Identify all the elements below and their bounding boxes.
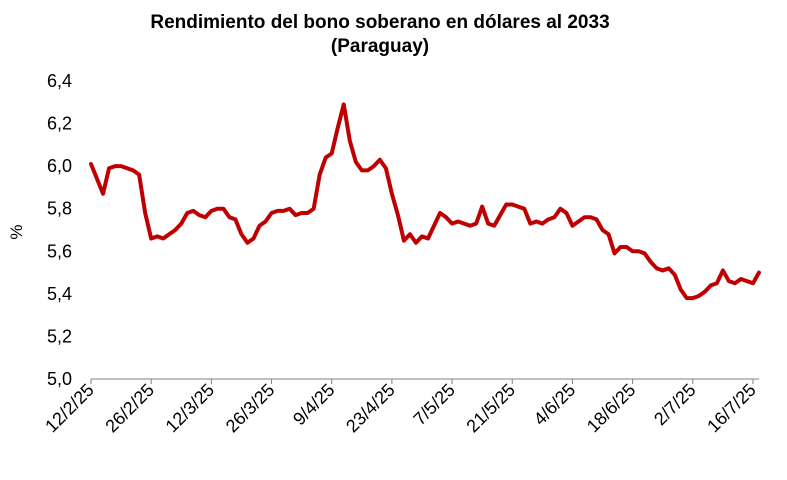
x-tick-label: 21/5/25 [462,380,519,437]
y-tick-label: 5,6 [47,241,72,261]
y-tick-label: 6,4 [47,71,72,91]
y-tick-label: 6,0 [47,156,72,176]
x-tick-label: 23/4/25 [342,380,399,437]
y-tick-label: 5,8 [47,199,72,219]
x-tick-label: 26/3/25 [222,380,279,437]
x-tick-label: 7/5/25 [409,380,459,430]
x-tick-label: 9/4/25 [289,380,339,430]
x-tick-label: 26/2/25 [101,380,158,437]
y-axis-label: % [7,224,26,239]
y-tick-label: 6,2 [47,114,72,134]
series-line-yield [89,102,761,301]
x-tick-label: 4/6/25 [530,380,580,430]
series-layer [89,102,761,301]
y-axis-ticks: 5,0 5,2 5,4 5,6 5,8 6,0 6,2 6,4 [47,71,72,389]
chart-title-line-2: (Paraguay) [331,36,429,57]
y-tick-label: 5,2 [47,326,72,346]
x-tick-label: 12/3/25 [162,380,219,437]
x-tick-label: 18/6/25 [583,380,640,437]
y-tick-label: 5,4 [47,284,72,304]
x-axis: 12/2/25 26/2/25 12/3/25 26/3/25 9/4/25 23/4/2… [41,378,760,437]
x-tick-label: 2/7/25 [650,380,700,430]
chart-title-line-1: Rendimiento del bono soberano en dólares… [150,12,609,33]
x-tick-label: 16/7/25 [703,380,760,437]
y-tick-label: 5,0 [47,369,72,389]
